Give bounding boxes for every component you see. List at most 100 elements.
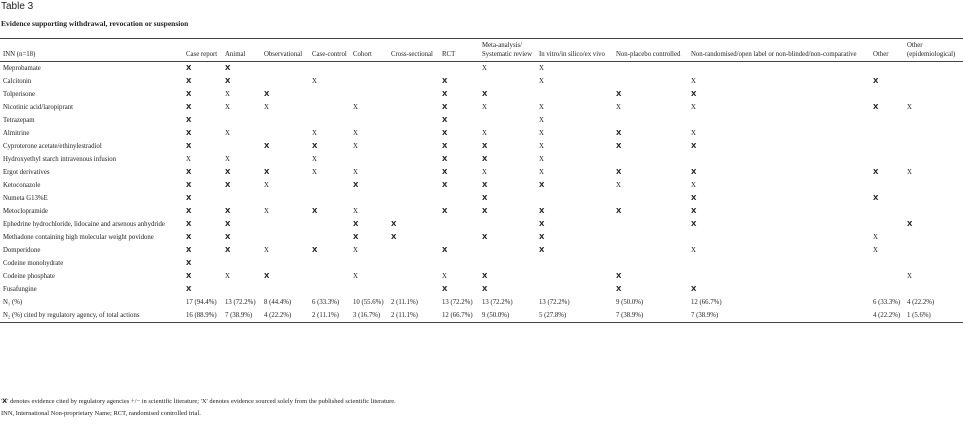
empty-cell — [222, 114, 261, 127]
cell: X — [616, 168, 622, 176]
empty-cell — [479, 257, 536, 270]
column-header: Animal — [225, 51, 246, 58]
cell: X — [616, 207, 622, 215]
cell: X — [691, 182, 696, 189]
cell: X — [907, 220, 913, 228]
empty-cell — [688, 62, 870, 76]
empty-cell — [350, 62, 388, 76]
empty-cell — [388, 114, 439, 127]
cell: 4 (22.2%) — [873, 312, 901, 319]
empty-cell — [388, 179, 439, 192]
empty-cell — [904, 283, 963, 296]
cell: X — [186, 77, 192, 85]
table-row: Numeta G13%E X X X X — [0, 192, 963, 205]
cell: X — [186, 168, 192, 176]
cell: X — [539, 117, 544, 124]
empty-cell — [479, 114, 536, 127]
table-row: N₂ (%) cited by regulatory agency, of to… — [0, 309, 963, 323]
cell: X — [186, 272, 192, 280]
cell: X — [391, 233, 397, 241]
empty-cell — [388, 140, 439, 153]
table-row: Nicotinic acid/laropiprant X X X X X X X X X X X — [0, 101, 963, 114]
cell: X — [482, 90, 488, 98]
empty-cell — [613, 257, 688, 270]
cell: X — [186, 207, 192, 215]
column-header: In vitro/in silico/ex vivo — [539, 51, 605, 58]
empty-cell — [309, 192, 350, 205]
empty-cell — [261, 192, 309, 205]
empty-cell — [388, 88, 439, 101]
cell: 13 (72.2%) — [482, 299, 513, 306]
cell: X — [442, 181, 448, 189]
cell: X — [539, 181, 545, 189]
column-header: Cross-sectional — [391, 51, 433, 58]
empty-cell — [309, 231, 350, 244]
empty-cell — [870, 218, 904, 231]
cell: X — [186, 246, 192, 254]
cell: X — [539, 65, 544, 72]
cell: 3 (16.7%) — [353, 312, 381, 319]
empty-cell — [904, 140, 963, 153]
cell: X — [482, 142, 488, 150]
cell: X — [225, 233, 231, 241]
cell: X — [264, 272, 270, 280]
cell: X — [691, 207, 697, 215]
cell: X — [225, 156, 230, 163]
empty-cell — [536, 283, 613, 296]
cell: X — [186, 220, 192, 228]
cell: X — [186, 116, 192, 124]
cell: X — [482, 181, 488, 189]
empty-cell — [870, 127, 904, 140]
column-header: Non-placebo controlled — [616, 51, 681, 58]
empty-cell — [309, 62, 350, 76]
cell: X — [907, 104, 912, 111]
empty-cell — [309, 270, 350, 283]
cell: X — [442, 246, 448, 254]
empty-cell — [688, 153, 870, 166]
empty-cell — [388, 244, 439, 257]
cell: X — [482, 233, 488, 241]
cell: X — [312, 169, 317, 176]
cell: X — [225, 207, 231, 215]
cell: X — [312, 130, 317, 137]
table-row: Methadone containing high molecular weig… — [0, 231, 963, 244]
empty-cell — [613, 244, 688, 257]
column-header: Meta-analysis/ Systematic review — [482, 42, 533, 58]
cell: X — [907, 169, 912, 176]
empty-cell — [388, 75, 439, 88]
empty-cell — [261, 218, 309, 231]
cell: X — [539, 220, 545, 228]
cell: X — [186, 181, 192, 189]
row-label: Tetrazepam — [3, 117, 35, 124]
empty-cell — [309, 114, 350, 127]
empty-cell — [904, 153, 963, 166]
empty-cell — [870, 62, 904, 76]
column-header: INN (n=18) — [3, 51, 36, 58]
empty-cell — [904, 88, 963, 101]
empty-cell — [870, 270, 904, 283]
empty-cell — [388, 166, 439, 179]
footnote-text: X — [2, 397, 8, 405]
empty-cell — [350, 192, 388, 205]
footnote-text: ' denotes evidence cited by regulatory a… — [7, 398, 396, 405]
cell: X — [312, 78, 317, 85]
cell: X — [186, 90, 192, 98]
cell: X — [225, 181, 231, 189]
cell: 16 (88.9%) — [186, 312, 217, 319]
empty-cell — [309, 283, 350, 296]
cell: X — [353, 181, 359, 189]
row-label: Metoclopramide — [3, 208, 48, 215]
row-label: Methadone containing high molecular weig… — [3, 234, 154, 241]
empty-cell — [904, 62, 963, 76]
empty-cell — [350, 75, 388, 88]
empty-cell — [261, 231, 309, 244]
cell: X — [616, 129, 622, 137]
cell: X — [616, 142, 622, 150]
cell: X — [264, 90, 270, 98]
cell: X — [312, 142, 318, 150]
empty-cell — [388, 270, 439, 283]
cell: X — [353, 220, 359, 228]
row-label: Fusafungine — [3, 286, 37, 293]
cell: X — [353, 273, 358, 280]
empty-cell — [261, 75, 309, 88]
